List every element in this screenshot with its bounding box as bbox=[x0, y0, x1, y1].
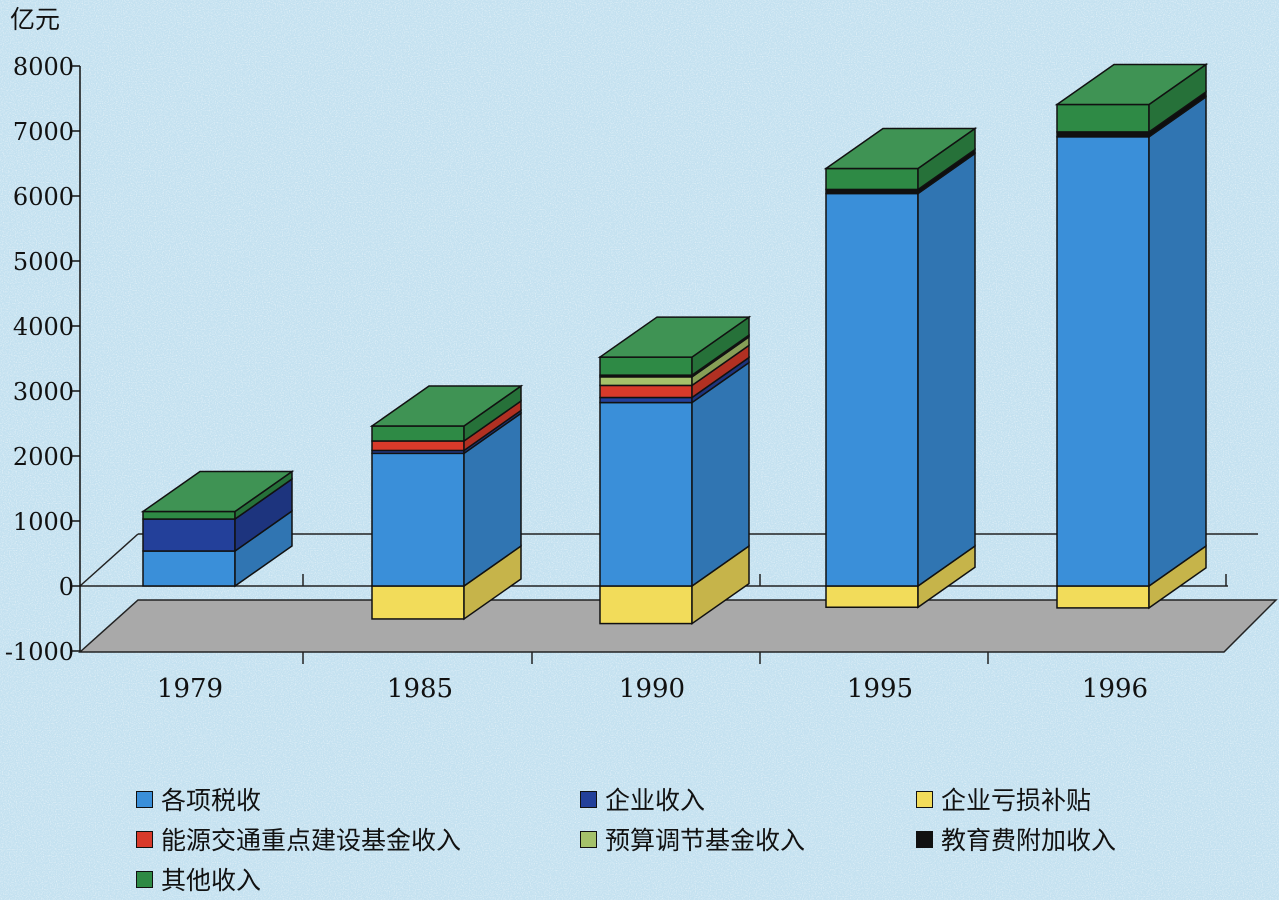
bar-front-face bbox=[599, 356, 693, 376]
y-tick-label: 0 bbox=[59, 573, 74, 601]
legend-label: 教育费附加收入 bbox=[941, 826, 1117, 855]
bar-front-face bbox=[371, 585, 465, 620]
bar-segment-1995-其他收入 bbox=[823, 127, 978, 191]
bar-segment-1990-其他收入 bbox=[597, 315, 752, 377]
bar-front-face bbox=[371, 452, 465, 587]
category-label: 1995 bbox=[847, 674, 913, 704]
y-unit-label: 亿元 bbox=[10, 5, 60, 34]
bar-front-face bbox=[825, 192, 919, 587]
y-tick-label: 4000 bbox=[13, 313, 74, 341]
bar-segment-1995-各项税收 bbox=[825, 152, 976, 588]
bar-front-face bbox=[1056, 103, 1150, 133]
bar-segment-1979-其他收入 bbox=[140, 470, 295, 521]
bar-segment-1979-各项税收 bbox=[142, 509, 293, 588]
y-tick-label: 8000 bbox=[13, 53, 74, 81]
bar-side-face bbox=[1148, 95, 1207, 588]
legend-item: 能源交通重点建设基金收入 bbox=[136, 821, 461, 857]
legend-label: 其他收入 bbox=[161, 866, 262, 895]
legend-item: 其他收入 bbox=[136, 861, 261, 897]
bar-segment-1996-企业亏损补贴 bbox=[1056, 544, 1207, 610]
y-tick-label: 5000 bbox=[13, 248, 74, 276]
y-tick-label: 1000 bbox=[13, 508, 74, 536]
legend-swatch bbox=[916, 790, 933, 808]
bar-top-face bbox=[140, 470, 295, 513]
category-label: 1979 bbox=[157, 674, 223, 704]
bar-front-face bbox=[371, 440, 465, 452]
legend-label: 企业亏损补贴 bbox=[941, 786, 1092, 815]
bar-top-face bbox=[823, 127, 978, 170]
bar-front-face bbox=[825, 585, 919, 609]
y-tick-label: 3000 bbox=[13, 378, 74, 406]
bar-segment-1990-企业亏损补贴 bbox=[599, 544, 750, 626]
y-tick-label: 7000 bbox=[13, 118, 74, 146]
legend-swatch bbox=[136, 830, 153, 848]
legend-label: 企业收入 bbox=[605, 786, 706, 815]
legend-swatch bbox=[916, 830, 933, 848]
bar-front-face bbox=[599, 376, 693, 387]
legend-item: 各项税收 bbox=[136, 781, 261, 817]
legend-item: 预算调节基金收入 bbox=[580, 821, 805, 857]
legend-item: 企业收入 bbox=[580, 781, 705, 817]
bar-front-face bbox=[599, 585, 693, 625]
bar-front-face bbox=[1056, 585, 1150, 609]
category-label: 1990 bbox=[619, 674, 685, 704]
category-label: 1996 bbox=[1082, 674, 1148, 704]
legend-swatch bbox=[580, 790, 597, 808]
y-tick-label: -1000 bbox=[5, 638, 74, 666]
bar-segment-1979-企业收入 bbox=[142, 477, 293, 553]
legend: 各项税收 企业收入 企业亏损补贴能源交通重点建设基金收入 预算调节基金收入 教育费附加收… bbox=[136, 781, 1256, 899]
bar-front-face bbox=[142, 518, 236, 552]
bar-front-face bbox=[599, 401, 693, 587]
category-label: 1985 bbox=[387, 674, 453, 704]
bar-front-face bbox=[1056, 136, 1150, 587]
legend-swatch bbox=[580, 830, 597, 848]
bar-front-face bbox=[142, 550, 236, 587]
bar-segment-1985-各项税收 bbox=[371, 411, 522, 588]
legend-label: 能源交通重点建设基金收入 bbox=[161, 826, 462, 855]
bar-top-face bbox=[1054, 63, 1209, 106]
legend-item: 教育费附加收入 bbox=[916, 821, 1116, 857]
bar-front-face bbox=[825, 167, 919, 191]
legend-swatch bbox=[136, 790, 153, 808]
legend-label: 各项税收 bbox=[161, 786, 262, 815]
bar-top-face bbox=[369, 385, 524, 427]
legend-label: 预算调节基金收入 bbox=[605, 826, 806, 855]
y-tick-label: 2000 bbox=[13, 443, 74, 471]
bar-segment-1990-能源交通重点建设基金收入 bbox=[599, 343, 750, 399]
legend-swatch bbox=[136, 870, 153, 888]
bar-front-face bbox=[599, 384, 693, 399]
bar-top-face bbox=[597, 316, 752, 358]
zero-plane-left-edge bbox=[79, 533, 139, 587]
bar-segment-1990-各项税收 bbox=[599, 361, 750, 588]
legend-item: 企业亏损补贴 bbox=[916, 781, 1091, 817]
bar-segment-1996-其他收入 bbox=[1054, 63, 1209, 134]
bar-front-face bbox=[371, 425, 465, 442]
bar-front-face bbox=[142, 510, 236, 520]
bar-side-face bbox=[917, 152, 976, 588]
bar-segment-1985-其他收入 bbox=[369, 384, 524, 443]
bar-front-face bbox=[599, 396, 693, 404]
y-tick-label: 6000 bbox=[13, 183, 74, 211]
bar-segment-1996-各项税收 bbox=[1056, 95, 1207, 588]
